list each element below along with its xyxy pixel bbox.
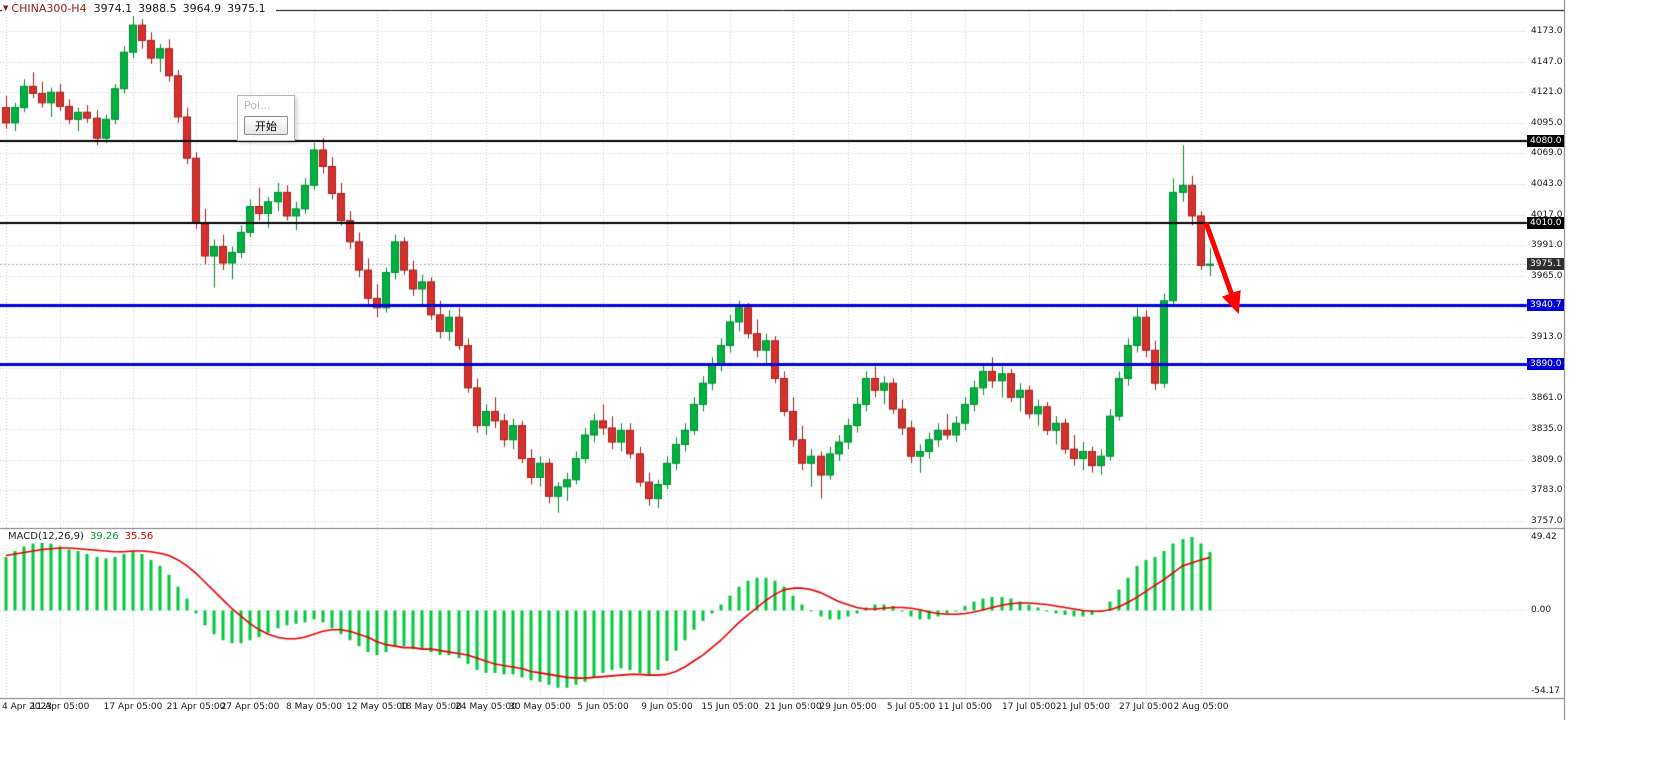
low-value: 3964.9 bbox=[182, 2, 222, 15]
popup-title: Poi... bbox=[238, 96, 294, 116]
macd-indicator-label: MACD(12,26,9) 39.26 35.56 bbox=[5, 531, 157, 543]
open-value: 3974.1 bbox=[93, 2, 133, 15]
symbol-dropdown-icon[interactable]: ▼ bbox=[3, 4, 9, 12]
symbol-timeframe-label: CHINA300-H4 bbox=[11, 2, 87, 15]
chart-header: ▼ CHINA300-H4 3974.1 3988.5 3964.9 3975.1 bbox=[2, 2, 276, 16]
close-value: 3975.1 bbox=[227, 2, 266, 15]
macd-signal-value: 35.56 bbox=[124, 531, 154, 542]
high-value: 3988.5 bbox=[138, 2, 177, 15]
popup-dialog: Poi... 开始 bbox=[237, 95, 295, 141]
start-button[interactable]: 开始 bbox=[244, 116, 288, 135]
macd-indicator-name: MACD(12,26,9) bbox=[8, 531, 84, 542]
macd-main-value: 39.26 bbox=[89, 531, 119, 542]
